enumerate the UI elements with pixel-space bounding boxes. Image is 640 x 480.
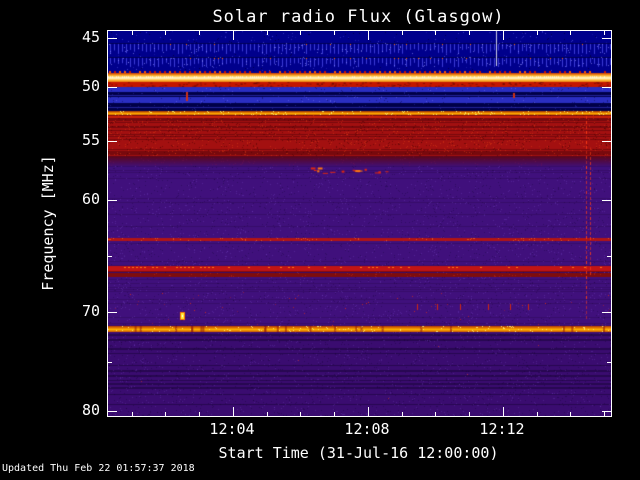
x-axis-label: Start Time (31-Jul-16 12:00:00) xyxy=(218,444,499,462)
x-tick-label: 12:04 xyxy=(209,420,255,438)
y-minor-tick xyxy=(607,256,611,257)
y-tick-label: 60 xyxy=(81,190,100,208)
x-minor-tick xyxy=(132,31,133,35)
x-minor-tick xyxy=(402,31,403,35)
x-minor-tick xyxy=(537,412,538,416)
y-axis-label: Frequency [MHz] xyxy=(39,155,57,291)
x-minor-tick xyxy=(537,31,538,35)
y-minor-tick xyxy=(108,256,112,257)
y-major-tick xyxy=(108,200,117,201)
x-major-tick xyxy=(368,31,369,40)
x-major-tick xyxy=(233,31,234,40)
y-major-tick xyxy=(108,87,117,88)
spectrogram-canvas xyxy=(108,31,611,416)
updated-timestamp: Updated Thu Feb 22 01:57:37 2018 xyxy=(2,463,195,474)
x-minor-tick xyxy=(165,412,166,416)
x-minor-tick xyxy=(165,31,166,35)
x-tick-label: 12:08 xyxy=(344,420,390,438)
x-minor-tick xyxy=(267,31,268,35)
y-major-tick xyxy=(602,411,611,412)
x-minor-tick xyxy=(604,412,605,416)
x-minor-tick xyxy=(402,412,403,416)
x-minor-tick xyxy=(300,31,301,35)
x-minor-tick xyxy=(469,31,470,35)
y-major-tick xyxy=(602,141,611,142)
x-tick-label: 12:12 xyxy=(479,420,525,438)
y-tick-label: 50 xyxy=(81,77,100,95)
x-minor-tick xyxy=(267,412,268,416)
x-major-tick xyxy=(233,407,234,416)
x-minor-tick xyxy=(435,412,436,416)
y-tick-label: 45 xyxy=(81,28,100,46)
y-major-tick xyxy=(108,38,117,39)
y-tick-label: 55 xyxy=(81,131,100,149)
x-minor-tick xyxy=(570,31,571,35)
y-major-tick xyxy=(108,411,117,412)
y-major-tick xyxy=(602,87,611,88)
y-minor-tick xyxy=(108,362,112,363)
y-major-tick xyxy=(108,141,117,142)
x-minor-tick xyxy=(199,31,200,35)
x-minor-tick xyxy=(334,31,335,35)
x-minor-tick xyxy=(132,412,133,416)
chart-title: Solar radio Flux (Glasgow) xyxy=(212,7,505,27)
y-minor-tick xyxy=(607,362,611,363)
x-minor-tick xyxy=(570,412,571,416)
plot-area xyxy=(107,30,612,417)
x-minor-tick xyxy=(334,412,335,416)
y-major-tick xyxy=(108,312,117,313)
x-minor-tick xyxy=(199,412,200,416)
x-major-tick xyxy=(503,407,504,416)
y-tick-label: 70 xyxy=(81,302,100,320)
y-tick-label: 80 xyxy=(81,401,100,419)
y-major-tick xyxy=(602,38,611,39)
x-minor-tick xyxy=(469,412,470,416)
x-minor-tick xyxy=(435,31,436,35)
x-minor-tick xyxy=(604,31,605,35)
x-major-tick xyxy=(368,407,369,416)
y-major-tick xyxy=(602,312,611,313)
x-major-tick xyxy=(503,31,504,40)
y-major-tick xyxy=(602,200,611,201)
x-minor-tick xyxy=(300,412,301,416)
